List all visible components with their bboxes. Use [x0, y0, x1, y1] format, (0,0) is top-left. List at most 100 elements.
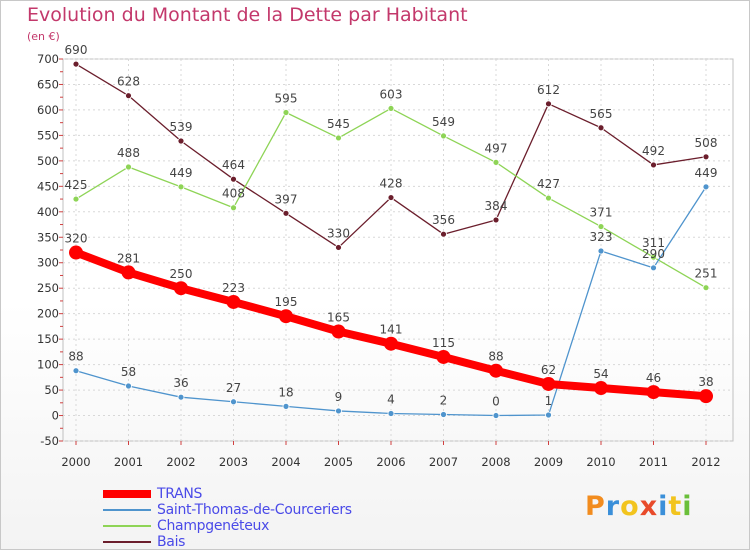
- data-label: 0: [492, 395, 500, 409]
- data-label: 58: [121, 365, 136, 379]
- data-label: 488: [117, 146, 140, 160]
- logo-letter: o: [620, 491, 640, 522]
- logo-letter: i: [682, 491, 693, 522]
- data-label: 250: [170, 267, 193, 281]
- data-label: 549: [432, 115, 455, 129]
- data-label: 62: [541, 363, 556, 377]
- data-point: [597, 223, 605, 230]
- data-point: [387, 194, 395, 201]
- data-label: 464: [222, 158, 245, 172]
- y-tick-label: 400: [37, 205, 59, 219]
- data-point: [282, 402, 290, 410]
- data-point: [282, 109, 290, 116]
- data-point: [650, 253, 657, 261]
- y-tick-label: -50: [40, 434, 59, 448]
- x-tick-label: 2011: [639, 455, 668, 469]
- data-label: 425: [65, 178, 88, 192]
- y-tick-label: 700: [37, 52, 59, 66]
- data-label: 88: [488, 350, 503, 364]
- data-point: [436, 349, 451, 364]
- data-point: [335, 407, 342, 415]
- data-label: 115: [432, 336, 455, 350]
- legend-swatch: [103, 509, 151, 511]
- data-label: 281: [117, 251, 140, 265]
- data-point: [699, 389, 713, 404]
- logo-letter: t: [668, 491, 683, 522]
- data-label: 595: [275, 91, 298, 105]
- x-tick-label: 2012: [691, 455, 720, 469]
- legend-label: TRANS: [157, 486, 203, 502]
- data-label: 449: [170, 166, 193, 180]
- legend-label: Saint-Thomas-de-Courceriers: [157, 502, 352, 518]
- legend-swatch: [103, 525, 151, 527]
- y-tick-label: 100: [37, 358, 59, 372]
- data-label: 36: [173, 376, 188, 390]
- data-point: [121, 265, 136, 280]
- data-point: [72, 367, 80, 375]
- y-tick-label: 650: [37, 77, 59, 91]
- data-label: 46: [646, 371, 661, 385]
- x-tick-label: 2001: [114, 455, 143, 469]
- data-label: 290: [642, 247, 665, 261]
- x-tick-label: 2003: [219, 455, 248, 469]
- data-label: 612: [537, 83, 560, 97]
- plot-area: [62, 58, 734, 442]
- data-label: 18: [278, 385, 293, 399]
- data-point: [72, 195, 80, 203]
- data-point: [594, 381, 608, 396]
- data-point: [650, 161, 657, 169]
- data-label: 603: [380, 87, 403, 101]
- data-label: 88: [68, 350, 83, 364]
- x-tick-label: 2009: [534, 455, 563, 469]
- y-tick-label: 50: [44, 383, 59, 397]
- chart-legend: TRANS Saint-Thomas-de-Courceriers Champgen…: [103, 486, 352, 550]
- data-point: [387, 410, 395, 417]
- logo-letter: P: [585, 491, 606, 522]
- data-label: 427: [537, 177, 560, 191]
- data-point: [282, 209, 290, 217]
- x-tick-label: 2005: [324, 455, 353, 469]
- data-label: 1: [545, 394, 553, 408]
- data-point: [230, 398, 237, 406]
- data-point: [226, 294, 241, 309]
- y-tick-label: 150: [37, 332, 59, 346]
- data-label: 565: [590, 107, 613, 121]
- chart-title: Evolution du Montant de la Dette par Hab…: [27, 4, 468, 26]
- data-point: [331, 324, 346, 339]
- data-point: [545, 194, 552, 202]
- data-label: 449: [695, 166, 718, 180]
- data-point: [440, 230, 447, 238]
- legend-item: Champgenéteux: [103, 518, 352, 534]
- series-line-saint-thomas-de-courceriers: [75, 186, 707, 417]
- data-label: 545: [327, 117, 350, 131]
- data-point: [597, 124, 605, 132]
- data-label: 539: [170, 120, 193, 134]
- data-point: [646, 385, 661, 400]
- logo-letter: i: [658, 491, 669, 522]
- data-label: 384: [485, 199, 508, 213]
- data-label: 27: [226, 381, 241, 395]
- data-point: [541, 376, 556, 391]
- data-point: [174, 281, 188, 296]
- data-point: [492, 412, 500, 419]
- x-tick-label: 2007: [429, 455, 458, 469]
- data-point: [440, 132, 447, 140]
- legend-label: Champgenéteux: [157, 518, 270, 534]
- data-label: 408: [222, 187, 245, 201]
- y-tick-label: 300: [37, 256, 59, 270]
- data-label: 397: [275, 192, 298, 206]
- y-tick-label: 250: [37, 281, 59, 295]
- data-label: 141: [380, 323, 403, 337]
- y-tick-label: 0: [52, 409, 59, 423]
- y-tick-label: 350: [37, 230, 59, 244]
- data-point: [125, 92, 132, 100]
- data-label: 223: [222, 281, 245, 295]
- data-label: 9: [335, 390, 343, 404]
- x-tick-label: 2010: [586, 455, 615, 469]
- data-point: [384, 336, 398, 351]
- data-label: 371: [590, 206, 613, 220]
- y-tick-label: 600: [37, 103, 59, 117]
- legend-swatch: [103, 490, 151, 498]
